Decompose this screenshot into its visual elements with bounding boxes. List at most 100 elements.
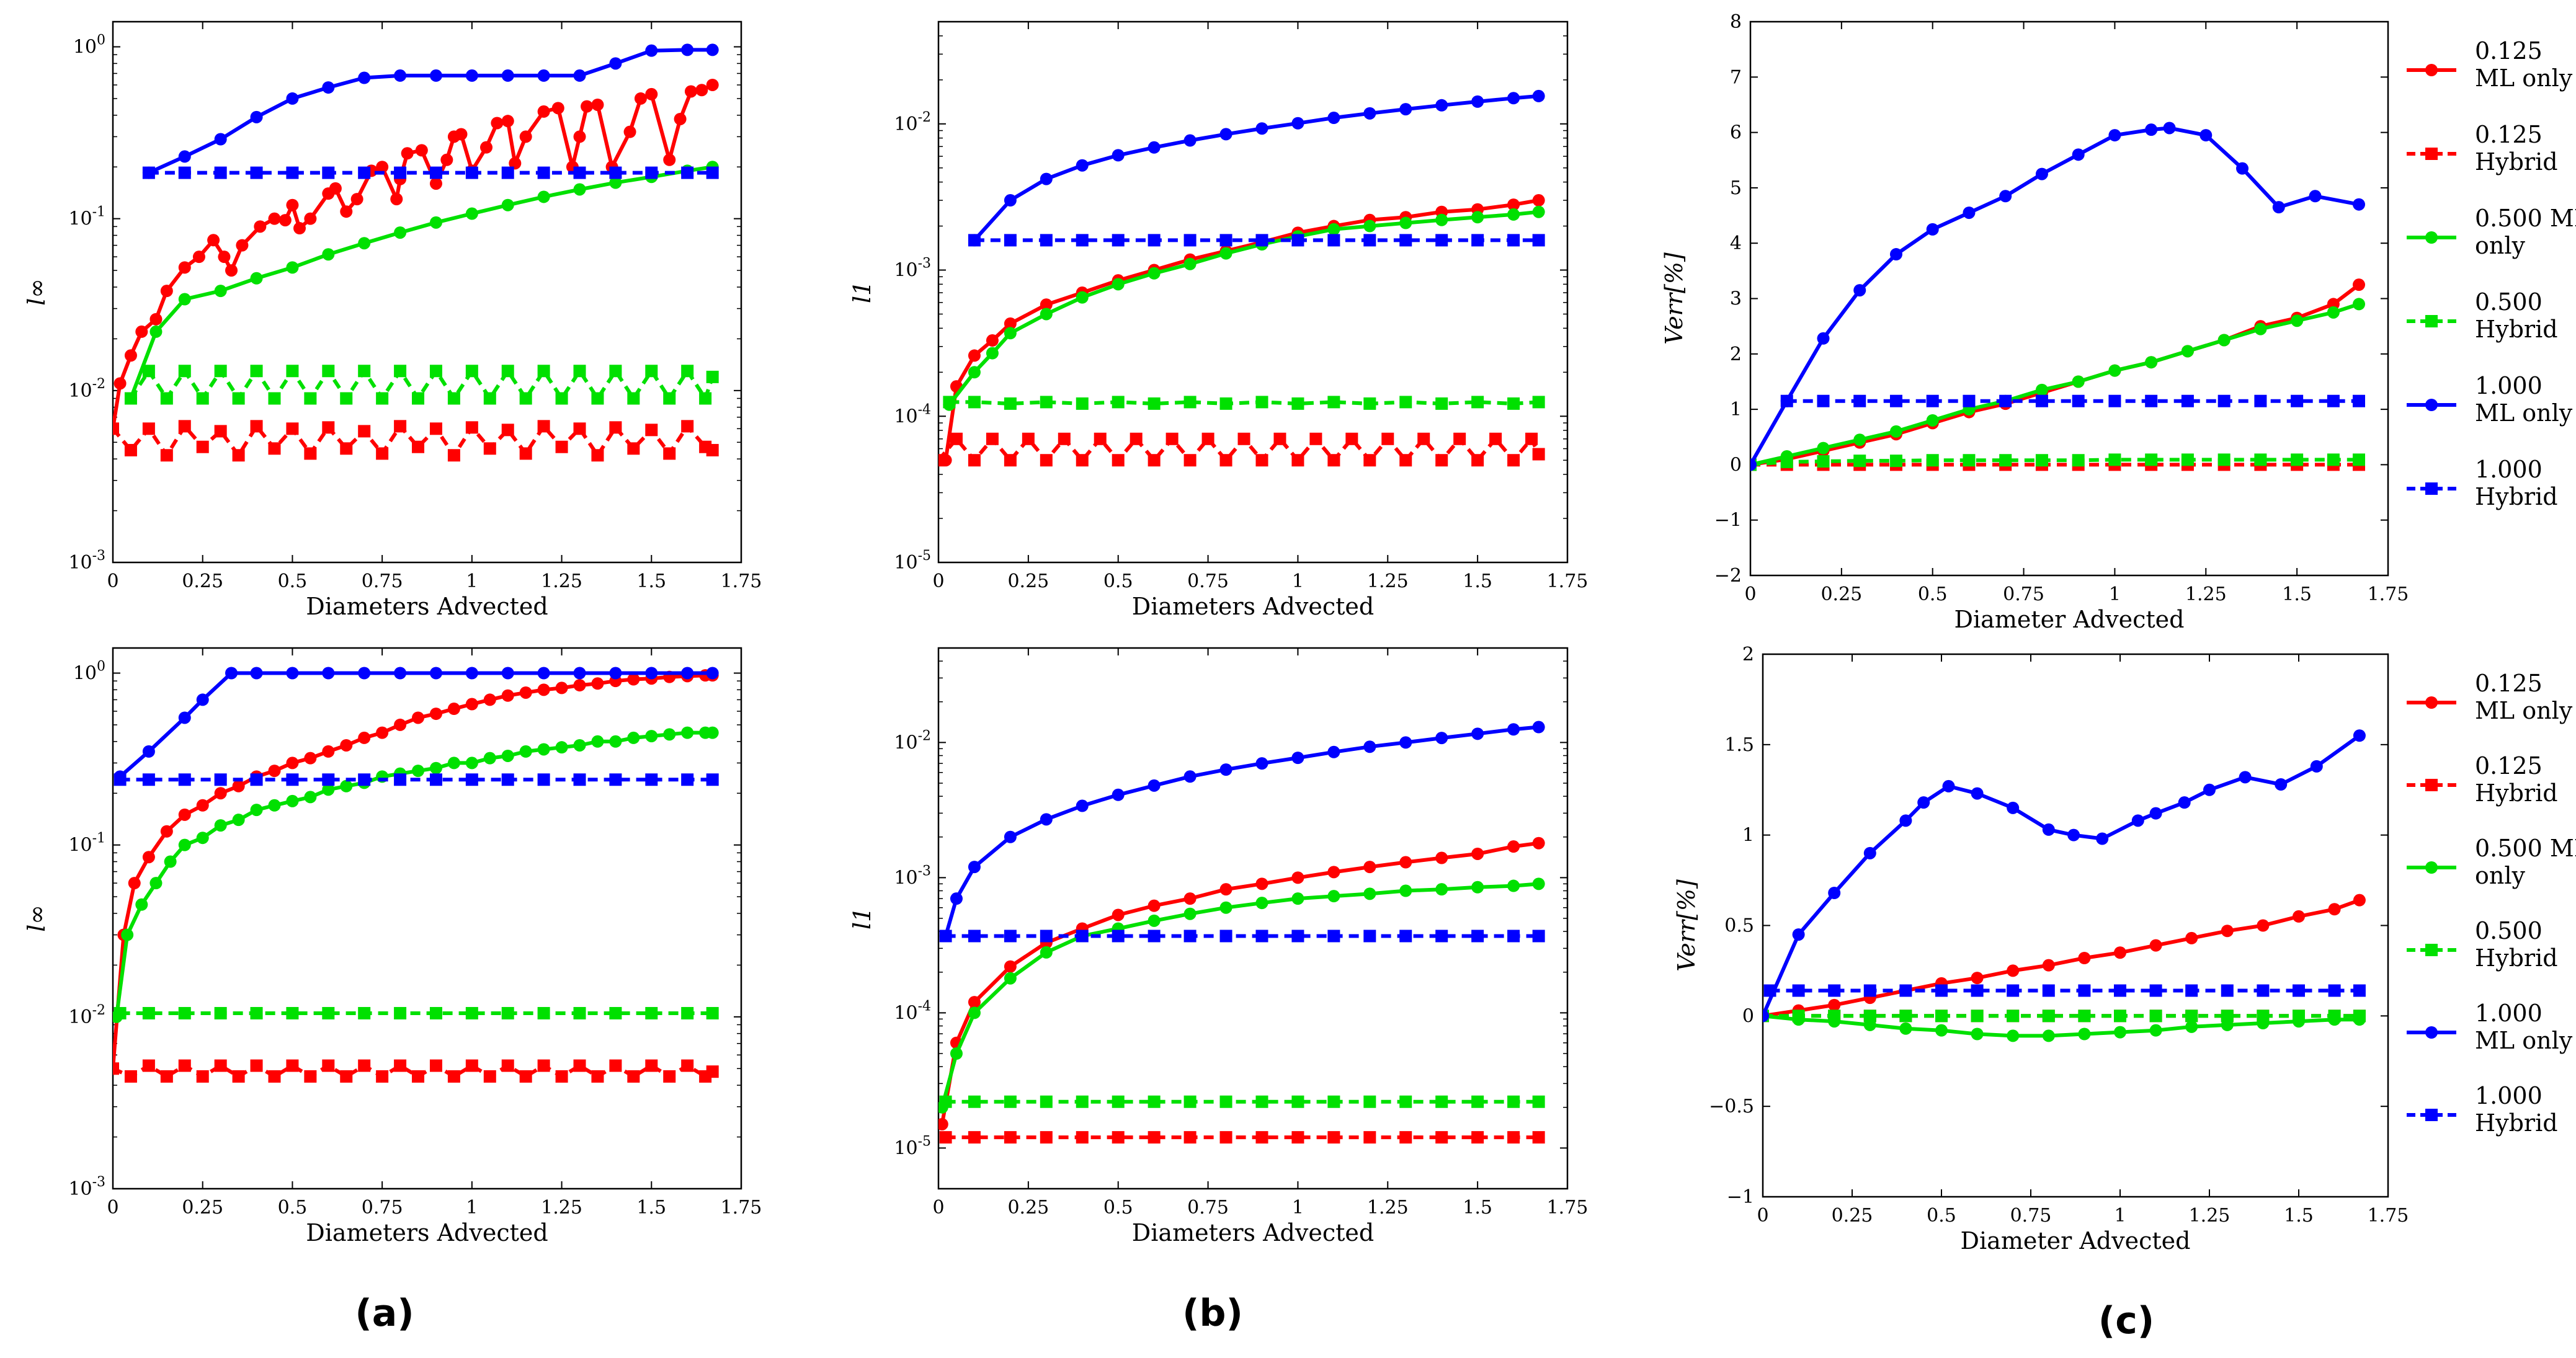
data-point bbox=[501, 667, 514, 680]
data-point bbox=[2217, 394, 2231, 407]
series-0-125-ml-only bbox=[1763, 894, 2366, 1023]
data-point bbox=[1076, 799, 1089, 812]
data-point bbox=[1471, 211, 1484, 224]
data-point bbox=[286, 92, 299, 105]
data-point bbox=[1183, 257, 1197, 270]
y-tick-label: 10-2 bbox=[894, 728, 931, 753]
plot-frame bbox=[112, 647, 742, 1190]
data-point bbox=[609, 421, 622, 434]
y-tick-label: 10-3 bbox=[68, 548, 105, 574]
legend-swatch-marker bbox=[2425, 779, 2438, 791]
data-point bbox=[2328, 1010, 2341, 1023]
data-point bbox=[2181, 453, 2194, 466]
data-point bbox=[149, 325, 163, 338]
legend-label: 0.500 ML bbox=[2475, 205, 2576, 232]
series-line bbox=[1750, 302, 2360, 467]
data-point bbox=[950, 432, 963, 445]
data-point bbox=[429, 216, 442, 229]
data-point bbox=[1076, 930, 1089, 943]
y-tick-label: 3 bbox=[1730, 288, 1742, 310]
data-point bbox=[178, 420, 191, 433]
data-point bbox=[2145, 453, 2158, 466]
data-point bbox=[135, 898, 148, 911]
legend-label: ML only bbox=[2475, 1027, 2573, 1054]
data-point bbox=[501, 1059, 514, 1072]
data-point bbox=[1532, 1131, 1545, 1144]
data-point bbox=[1471, 881, 1484, 894]
data-point bbox=[160, 392, 173, 405]
data-point bbox=[178, 150, 191, 163]
data-point bbox=[1058, 432, 1071, 445]
data-point bbox=[218, 251, 231, 264]
data-point bbox=[1255, 122, 1268, 135]
data-point bbox=[591, 98, 604, 111]
data-point bbox=[1435, 732, 1448, 745]
data-point bbox=[573, 130, 586, 143]
data-point bbox=[429, 166, 442, 179]
data-point bbox=[250, 1059, 263, 1072]
chart-b-bottom: 0 0.25 0.5 0.75 1 1.25 1.5 1.75 10-5 10-4 10-3 10-2… bbox=[849, 647, 1588, 1246]
data-point bbox=[591, 735, 604, 748]
x-tick-label: 0.25 bbox=[1007, 570, 1049, 592]
data-point bbox=[250, 365, 263, 378]
data-point bbox=[2353, 278, 2366, 291]
series-line bbox=[1763, 1014, 2360, 1038]
data-point bbox=[1780, 455, 1793, 468]
data-point bbox=[178, 1059, 191, 1072]
data-point bbox=[627, 731, 640, 744]
x-tick-label: 0.75 bbox=[362, 1197, 403, 1218]
data-point bbox=[501, 424, 514, 437]
x-axis-label: Diameter Advected bbox=[1961, 1227, 2191, 1254]
data-point bbox=[178, 1006, 191, 1019]
series-1-000-ml-only bbox=[114, 667, 719, 783]
data-point bbox=[609, 667, 622, 680]
data-point bbox=[1148, 930, 1161, 943]
data-point bbox=[415, 144, 428, 157]
data-point bbox=[358, 667, 371, 680]
data-point bbox=[1255, 1131, 1268, 1144]
data-point bbox=[1532, 877, 1545, 890]
x-tick-label: 1.25 bbox=[2185, 584, 2227, 605]
data-point bbox=[537, 420, 550, 433]
series-0-500-ml-only bbox=[124, 161, 719, 405]
data-point bbox=[1219, 930, 1232, 943]
data-point bbox=[609, 365, 622, 378]
series-0-125-hybrid bbox=[939, 1131, 1545, 1144]
data-point bbox=[1291, 234, 1304, 247]
data-point bbox=[1863, 1010, 1876, 1023]
data-point bbox=[1363, 454, 1376, 467]
data-point bbox=[2072, 148, 2085, 161]
data-point bbox=[429, 708, 442, 721]
data-point bbox=[232, 449, 245, 462]
data-point bbox=[1040, 813, 1053, 826]
data-point bbox=[214, 819, 227, 832]
data-point bbox=[1363, 234, 1376, 247]
data-point bbox=[1219, 397, 1232, 410]
chart-b-top: 0 0.25 0.5 0.75 1 1.25 1.5 1.75 10-5 10-4 10-3 10-2… bbox=[849, 20, 1588, 620]
data-point bbox=[1863, 984, 1876, 997]
data-point bbox=[1763, 1010, 1769, 1023]
data-point bbox=[1435, 234, 1448, 247]
data-point bbox=[250, 773, 263, 786]
data-point bbox=[376, 726, 389, 739]
data-point bbox=[1471, 930, 1484, 943]
data-point bbox=[401, 147, 414, 160]
data-point bbox=[1399, 454, 1412, 467]
data-point bbox=[214, 425, 227, 438]
data-point bbox=[1148, 141, 1161, 154]
data-point bbox=[1219, 901, 1232, 914]
data-point bbox=[2221, 1010, 2234, 1023]
data-point bbox=[555, 392, 568, 405]
data-point bbox=[537, 190, 550, 203]
data-point bbox=[573, 1006, 586, 1019]
x-tick-label: 0.5 bbox=[1927, 1205, 1956, 1227]
data-point bbox=[1963, 206, 1976, 220]
data-point bbox=[1255, 1095, 1268, 1108]
data-point bbox=[268, 765, 281, 778]
data-point bbox=[394, 226, 407, 239]
data-point bbox=[1435, 213, 1448, 226]
data-point bbox=[1291, 752, 1304, 765]
data-point bbox=[1399, 736, 1412, 749]
data-point bbox=[491, 117, 504, 130]
data-point bbox=[376, 1070, 389, 1083]
